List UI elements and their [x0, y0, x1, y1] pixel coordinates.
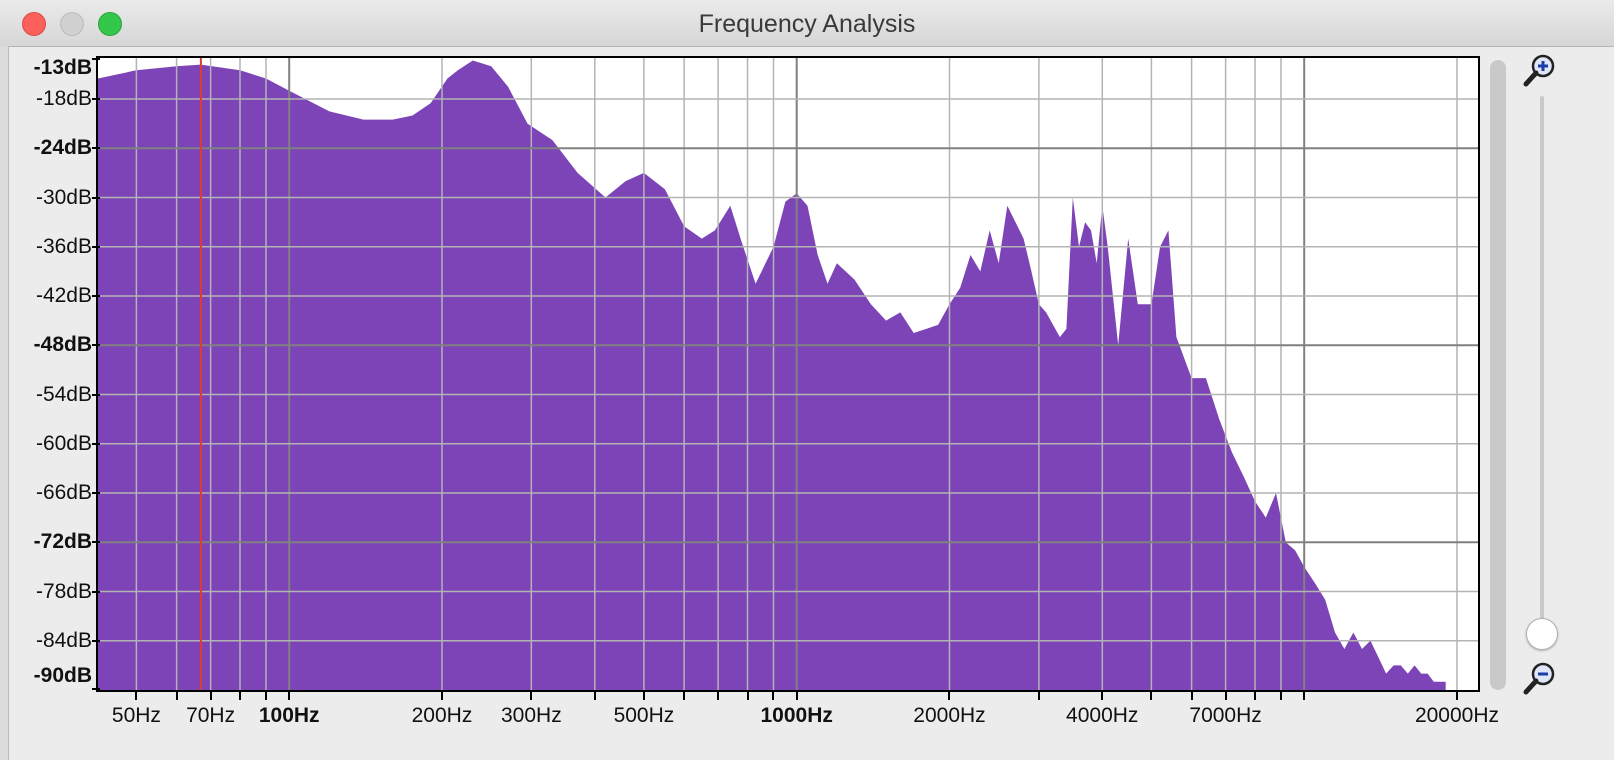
- x-tick-label: 4000Hz: [1066, 704, 1139, 727]
- spectrum-area: [98, 60, 1446, 690]
- y-tick-label: -66dB: [35, 481, 92, 504]
- magnifier-minus-icon[interactable]: [1522, 660, 1558, 696]
- x-tick-mark: [135, 692, 138, 700]
- x-axis: 50Hz 70Hz 100Hz 200Hz 300Hz 500Hz 1000Hz 2000Hz…: [0, 690, 1614, 760]
- x-tick-label: 70Hz: [186, 704, 236, 727]
- zoom-slider-track[interactable]: [1540, 96, 1544, 626]
- x-tick-mark: [175, 692, 178, 700]
- x-tick-mark: [209, 692, 212, 700]
- x-tick-mark: [1455, 692, 1458, 700]
- y-tick-mark: [92, 590, 100, 593]
- y-tick-mark: [92, 344, 100, 347]
- x-tick-label: 7000Hz: [1189, 704, 1262, 727]
- x-tick-mark: [1224, 692, 1227, 700]
- y-tick-label: -30dB: [35, 185, 92, 209]
- x-tick-mark: [288, 692, 291, 700]
- window-title: Frequency Analysis: [698, 10, 916, 38]
- x-tick-label: 100Hz: [258, 704, 320, 727]
- close-button[interactable]: [22, 12, 46, 36]
- x-tick-mark: [239, 692, 242, 700]
- y-tick-label: -13dB: [33, 56, 92, 79]
- x-tick-mark: [795, 692, 798, 700]
- y-tick-label: -24dB: [33, 136, 92, 160]
- x-tick-mark: [1101, 692, 1104, 700]
- x-tick-mark: [1303, 692, 1306, 700]
- x-tick-mark: [530, 692, 533, 700]
- x-tick-label: 200Hz: [411, 704, 473, 727]
- y-axis: -13dB -18dB -24dB -30dB -36dB -42dB -48dB -54dB…: [8, 0, 100, 760]
- x-tick-mark: [440, 692, 443, 700]
- y-tick-mark: [92, 196, 100, 199]
- x-tick-mark: [948, 692, 951, 700]
- y-tick-mark: [92, 688, 100, 690]
- y-tick-label: -60dB: [35, 431, 92, 455]
- x-tick-mark: [1037, 692, 1040, 700]
- x-tick-label: 50Hz: [111, 704, 161, 727]
- x-tick-label: 1000Hz: [760, 704, 833, 727]
- y-tick-label: -90dB: [33, 664, 92, 687]
- y-tick-label: -78dB: [35, 579, 92, 603]
- y-tick-mark: [92, 541, 100, 544]
- x-tick-label: 2000Hz: [913, 704, 986, 727]
- y-tick-label: -36dB: [35, 234, 92, 258]
- x-tick-mark: [1254, 692, 1257, 700]
- x-tick-label: 500Hz: [613, 704, 675, 727]
- x-tick-mark: [746, 692, 749, 700]
- y-tick-label: -72dB: [33, 530, 92, 554]
- y-tick-mark: [92, 442, 100, 445]
- y-tick-label: -42dB: [35, 284, 92, 308]
- y-tick-mark: [92, 295, 100, 298]
- y-tick-mark: [92, 98, 100, 101]
- x-tick-mark: [264, 692, 267, 700]
- x-tick-mark: [1190, 692, 1193, 700]
- window-edge: [0, 46, 9, 760]
- y-tick-mark: [92, 393, 100, 396]
- y-tick-mark: [92, 492, 100, 494]
- magnifier-plus-icon[interactable]: [1522, 52, 1558, 88]
- y-tick-label: -18dB: [35, 87, 92, 111]
- x-tick-mark: [772, 692, 775, 700]
- y-tick-mark: [92, 245, 100, 248]
- y-tick-mark: [92, 147, 100, 150]
- vertical-scrollbar[interactable]: [1490, 60, 1506, 690]
- spectrum-plot[interactable]: [96, 56, 1480, 692]
- y-tick-mark: [92, 58, 100, 60]
- x-tick-label: 300Hz: [500, 704, 562, 727]
- x-tick-mark: [593, 692, 596, 700]
- y-tick-label: -84dB: [35, 628, 92, 652]
- zoom-slider-knob[interactable]: [1526, 618, 1558, 650]
- zoom-button[interactable]: [98, 12, 122, 36]
- x-tick-mark: [1150, 692, 1153, 700]
- y-tick-label: -48dB: [33, 333, 92, 357]
- x-tick-label: 20000Hz: [1414, 704, 1500, 727]
- x-tick-mark: [642, 692, 645, 700]
- x-tick-mark: [683, 692, 686, 700]
- y-tick-mark: [92, 639, 100, 642]
- x-tick-mark: [1279, 692, 1282, 700]
- x-tick-mark: [717, 692, 720, 700]
- minimize-button[interactable]: [60, 12, 84, 36]
- y-tick-label: -54dB: [35, 382, 92, 406]
- title-bar: Frequency Analysis: [0, 0, 1614, 47]
- spectrum-chart: [98, 58, 1478, 690]
